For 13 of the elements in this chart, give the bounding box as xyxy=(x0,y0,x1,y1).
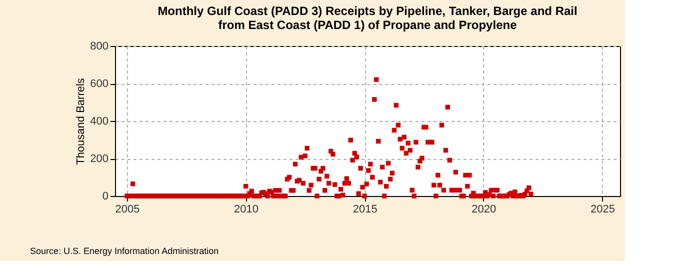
x-tick-label: 2015 xyxy=(352,204,378,216)
x-tick-label: 2020 xyxy=(472,204,496,216)
y-tick-label: 400 xyxy=(90,116,108,128)
y-tick-label: 0 xyxy=(102,190,108,202)
source-note: Source: U.S. Energy Information Administration xyxy=(30,246,219,256)
x-tick-label: 2025 xyxy=(590,204,615,216)
x-tick-label: 2010 xyxy=(234,204,259,216)
y-axis-title: Thousand Barrels xyxy=(75,78,88,165)
y-tick-label: 800 xyxy=(90,40,108,52)
y-tick-label: 200 xyxy=(90,153,108,165)
chart-title: Monthly Gulf Coast (PADD 3) Receipts by Pipeline, Tanker, Barge and Rail from East Coast (PADD 1) of Propane and Propylene xyxy=(158,4,578,32)
x-tick-label: 2005 xyxy=(115,204,140,216)
y-tick-label: 600 xyxy=(90,78,108,90)
